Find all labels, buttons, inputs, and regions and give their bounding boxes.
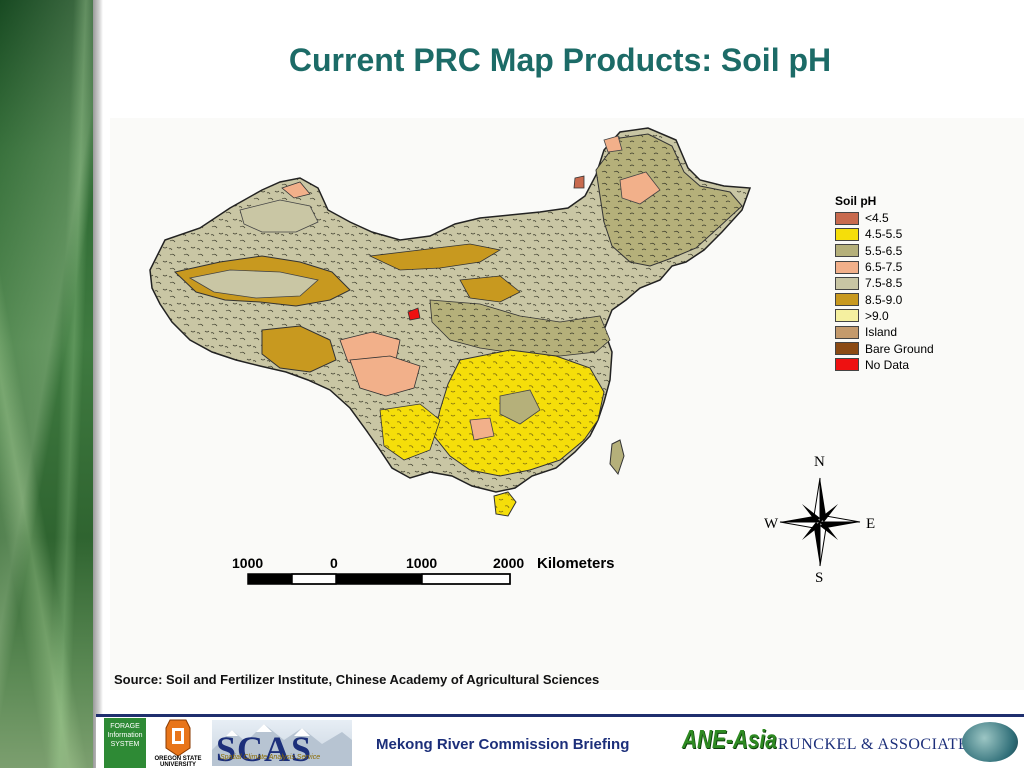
legend-swatch: [835, 342, 859, 356]
scale-label-1: 1000: [232, 555, 264, 571]
osu-logo-text: OREGON STATE UNIVERSITY: [154, 756, 202, 768]
scas-logo: SCAS Spatial Climate Analysis Service: [212, 720, 352, 766]
legend-label: 5.5-6.5: [865, 243, 903, 258]
map-legend: Soil pH <4.5 4.5-5.5 5.5-6.5 6.5-7.5 7.5-8.5…: [835, 194, 934, 373]
compass-rose-icon: [779, 477, 861, 567]
legend-swatch: [835, 358, 859, 372]
legend-item: 7.5-8.5: [835, 275, 934, 291]
legend-title: Soil pH: [835, 194, 877, 208]
osu-logo: OREGON STATE UNIVERSITY: [150, 718, 206, 768]
legend-label: Island: [865, 325, 898, 340]
legend-item: 6.5-7.5: [835, 259, 934, 275]
scas-logo-text: SCAS: [216, 729, 313, 766]
scale-unit: Kilometers: [537, 555, 615, 572]
legend-swatch: [835, 211, 859, 225]
legend-swatch: [835, 244, 859, 258]
legend-item: 4.5-5.5: [835, 226, 934, 242]
legend-swatch: [835, 276, 859, 290]
legend-label: 4.5-5.5: [865, 227, 903, 242]
mountain-icon: [212, 724, 352, 766]
briefing-title: Mekong River Commission Briefing: [376, 736, 630, 753]
side-divider: [93, 0, 103, 768]
legend-item: Bare Ground: [835, 340, 934, 356]
legend-label: >9.0: [865, 308, 889, 323]
compass-south: S: [815, 570, 824, 586]
legend-swatch: [835, 227, 859, 241]
compass-north: N: [814, 454, 825, 470]
osu-shield-icon: [165, 719, 191, 757]
legend-label: 8.5-9.0: [865, 292, 903, 307]
legend-item: Island: [835, 324, 934, 340]
legend-label: Bare Ground: [865, 341, 934, 356]
legend-item: No Data: [835, 357, 934, 373]
scale-label-2: 0: [330, 555, 338, 571]
forage-logo: FORAGE Information SYSTEM: [104, 718, 146, 768]
runckel-logo: RUNCKEL & ASSOCIATES: [778, 736, 978, 753]
globe-icon: [962, 722, 1018, 762]
grass-decoration: [0, 0, 96, 768]
legend-label: 7.5-8.5: [865, 276, 903, 291]
legend-item: >9.0: [835, 308, 934, 324]
ane-asia-logo: ANE-Asia: [682, 724, 777, 754]
legend-item: 5.5-6.5: [835, 243, 934, 259]
forage-logo-text: FORAGE Information SYSTEM: [107, 723, 143, 748]
footer-rule: [96, 714, 1024, 717]
source-citation: Source: Soil and Fertilizer Institute, C…: [114, 672, 600, 687]
legend-label: 6.5-7.5: [865, 260, 903, 275]
legend-swatch: [835, 260, 859, 274]
slide-title: Current PRC Map Products: Soil pH: [288, 42, 832, 78]
legend-swatch: [835, 309, 859, 323]
scale-label-3: 1000: [406, 555, 438, 571]
compass-west: W: [764, 516, 779, 532]
legend-label: No Data: [865, 357, 910, 372]
legend-label: <4.5: [865, 211, 889, 226]
legend-swatch: [835, 293, 859, 307]
legend-swatch: [835, 325, 859, 339]
legend-item: 8.5-9.0: [835, 291, 934, 307]
compass-east: E: [866, 516, 876, 532]
scas-logo-subtitle: Spatial Climate Analysis Service: [220, 754, 321, 761]
scale-label-4: 2000: [493, 555, 525, 571]
legend-item: <4.5: [835, 210, 934, 226]
